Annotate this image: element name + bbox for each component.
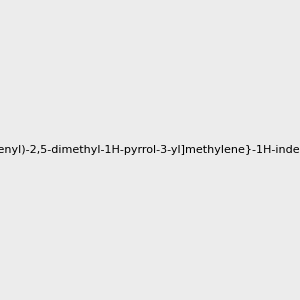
Text: 2-{[1-(2-ethylphenyl)-2,5-dimethyl-1H-pyrrol-3-yl]methylene}-1H-indene-1,3(2H)-d: 2-{[1-(2-ethylphenyl)-2,5-dimethyl-1H-py… (0, 145, 300, 155)
